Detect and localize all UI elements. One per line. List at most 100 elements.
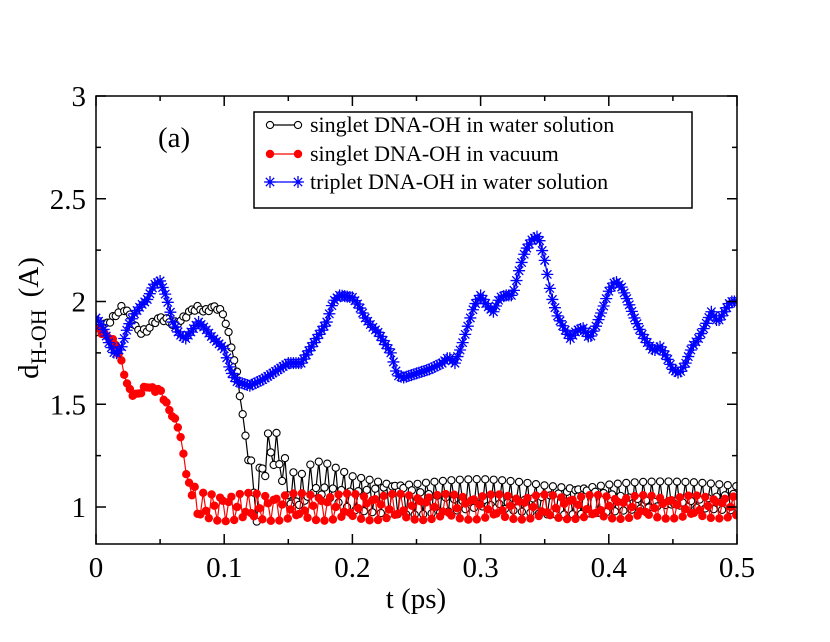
- data-point: [407, 501, 417, 511]
- data-point: [507, 284, 520, 297]
- data-point: [647, 477, 656, 486]
- legend-entry: singlet DNA-OH in water solution: [265, 112, 614, 137]
- data-point: [170, 414, 180, 423]
- data-point: [661, 353, 674, 366]
- data-point: [266, 516, 276, 526]
- data-point: [607, 514, 617, 523]
- data-point: [315, 324, 328, 337]
- data-point: [300, 506, 309, 515]
- data-point: [105, 341, 118, 354]
- data-point: [702, 311, 715, 324]
- data-point: [585, 490, 594, 500]
- data-point: [275, 460, 284, 469]
- data-point: [272, 363, 285, 376]
- data-point: [595, 307, 608, 320]
- x-tick-label: 0: [89, 552, 104, 584]
- data-point: [454, 344, 467, 357]
- data-point: [489, 475, 498, 484]
- data-point: [681, 504, 690, 514]
- data-point: [210, 501, 219, 510]
- data-point: [684, 344, 697, 357]
- data-point: [187, 491, 197, 500]
- data-point: [528, 502, 538, 512]
- data-point: [182, 469, 191, 479]
- data-point: [526, 514, 535, 523]
- data-point: [633, 323, 646, 336]
- y-tick-label: 1: [72, 492, 87, 524]
- data-point: [404, 491, 414, 500]
- data-point: [323, 307, 336, 320]
- data-point: [647, 491, 656, 501]
- data-point: [379, 338, 392, 351]
- data-point: [244, 488, 253, 498]
- data-point: [582, 504, 591, 514]
- data-point: [713, 314, 726, 326]
- data-point: [616, 514, 625, 524]
- data-point: [258, 515, 267, 524]
- data-point: [201, 506, 211, 516]
- x-tick-label: 0.5: [719, 552, 755, 584]
- data-point: [277, 360, 290, 373]
- y-tick-label: 2.5: [50, 184, 86, 216]
- data-point: [720, 494, 730, 503]
- data-point: [698, 511, 707, 521]
- data-point: [427, 514, 436, 524]
- data-point: [672, 500, 682, 510]
- data-point: [602, 492, 611, 501]
- data-point: [397, 371, 410, 384]
- data-point: [556, 319, 569, 332]
- data-point: [96, 318, 108, 331]
- data-point: [176, 432, 185, 442]
- data-point: [169, 320, 182, 333]
- data-point: [418, 364, 431, 377]
- data-point: [623, 298, 636, 311]
- data-point: [236, 377, 249, 390]
- data-point: [605, 480, 614, 489]
- data-point: [536, 244, 549, 257]
- data-point: [272, 428, 281, 438]
- data-point: [283, 514, 292, 523]
- data-point: [574, 500, 583, 510]
- data-point: [495, 290, 508, 303]
- data-point: [148, 278, 161, 291]
- data-point: [410, 515, 419, 524]
- legend-label: singlet DNA-OH in vacuum: [310, 141, 559, 166]
- data-point: [392, 369, 405, 382]
- data-point: [314, 457, 323, 466]
- data-point: [221, 319, 230, 328]
- data-point: [143, 287, 156, 300]
- series-layer: [96, 230, 737, 526]
- data-point: [646, 343, 659, 356]
- data-point: [732, 482, 737, 491]
- data-point: [231, 375, 244, 388]
- data-point: [310, 332, 323, 345]
- data-point: [667, 495, 676, 505]
- data-point: [675, 493, 685, 502]
- data-point: [264, 368, 277, 381]
- data-point: [541, 268, 554, 281]
- data-point: [241, 431, 250, 440]
- data-point: [495, 490, 504, 499]
- data-point: [305, 340, 318, 353]
- data-point: [666, 363, 679, 376]
- data-point: [204, 513, 214, 523]
- data-point: [415, 365, 428, 378]
- data-point: [732, 510, 737, 520]
- data-point: [481, 475, 490, 484]
- data-point: [334, 490, 343, 499]
- data-point: [431, 359, 444, 372]
- data-point: [486, 490, 496, 499]
- data-point: [651, 342, 664, 355]
- data-point: [161, 296, 174, 309]
- legend-label: singlet DNA-OH in water solution: [310, 112, 614, 137]
- data-point: [433, 358, 446, 371]
- data-point: [265, 120, 275, 130]
- data-point: [313, 328, 326, 341]
- data-point: [538, 254, 551, 267]
- data-point: [323, 459, 332, 468]
- data-point: [593, 490, 603, 500]
- data-point: [466, 303, 479, 316]
- data-point: [421, 478, 431, 487]
- data-point: [387, 355, 400, 368]
- data-point: [418, 515, 428, 525]
